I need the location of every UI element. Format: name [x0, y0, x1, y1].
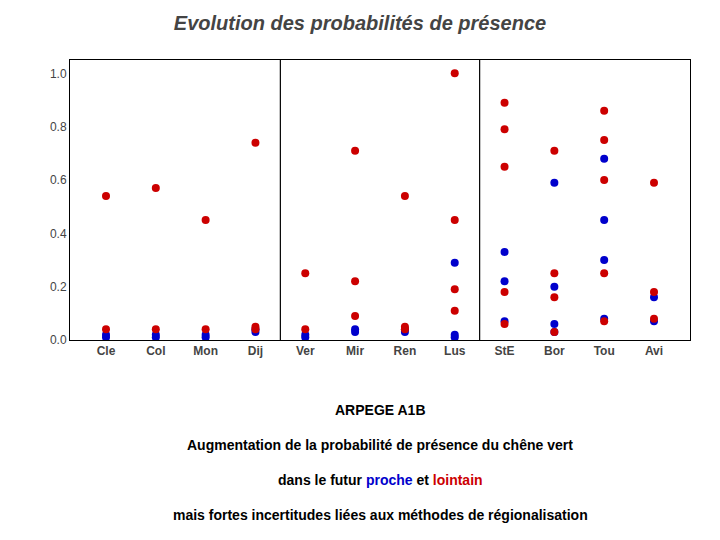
- svg-text:Ver: Ver: [296, 344, 315, 358]
- svg-text:mais fortes incertitudes liées: mais fortes incertitudes liées aux métho…: [173, 507, 588, 523]
- svg-text:Tou: Tou: [594, 344, 615, 358]
- svg-text:Lus: Lus: [444, 344, 466, 358]
- svg-text:Ren: Ren: [394, 344, 417, 358]
- svg-text:0.8: 0.8: [50, 120, 67, 134]
- svg-text:Col: Col: [146, 344, 165, 358]
- svg-text:Mir: Mir: [346, 344, 364, 358]
- svg-text:0.4: 0.4: [50, 227, 67, 241]
- svg-text:Cle: Cle: [97, 344, 116, 358]
- svg-text:Augmentation de la probabilité: Augmentation de la probabilité de présen…: [187, 437, 573, 453]
- svg-text:1.0: 1.0: [50, 67, 67, 81]
- svg-text:Dij: Dij: [248, 344, 263, 358]
- svg-text:0.0: 0.0: [50, 333, 67, 347]
- svg-text:Avi: Avi: [645, 344, 663, 358]
- svg-text:0.6: 0.6: [50, 173, 67, 187]
- svg-text:0.2: 0.2: [50, 280, 67, 294]
- svg-text:Bor: Bor: [544, 344, 565, 358]
- svg-text:dans le futur proche et lointa: dans le futur proche et lointain: [278, 472, 483, 488]
- svg-text:Mon: Mon: [193, 344, 218, 358]
- svg-text:ARPEGE A1B: ARPEGE A1B: [335, 402, 426, 418]
- svg-text:Evolution des probabilités de: Evolution des probabilités de présence: [174, 12, 546, 34]
- svg-text:StE: StE: [495, 344, 515, 358]
